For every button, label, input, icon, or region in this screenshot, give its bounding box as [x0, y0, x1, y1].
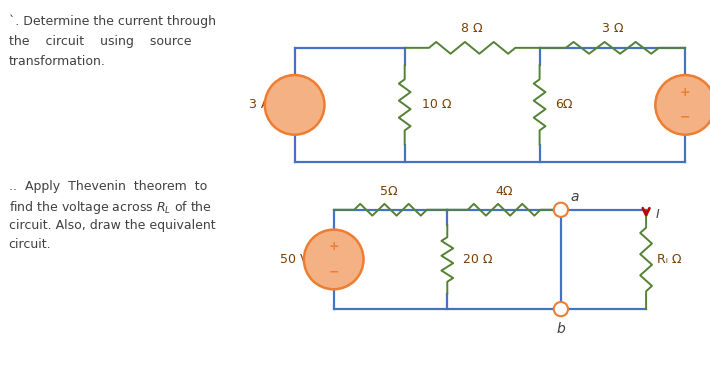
Text: 4Ω: 4Ω: [496, 185, 513, 198]
Text: 3 Ω: 3 Ω: [602, 22, 623, 35]
Text: circuit.: circuit.: [9, 238, 51, 251]
Text: ..  Apply  Thevenin  theorem  to: .. Apply Thevenin theorem to: [9, 180, 207, 193]
Text: 20 Ω: 20 Ω: [463, 253, 493, 266]
Text: Rₗ Ω: Rₗ Ω: [657, 253, 682, 266]
Text: 6Ω: 6Ω: [555, 98, 573, 112]
Text: b: b: [557, 322, 565, 336]
Text: −: −: [680, 111, 690, 124]
Ellipse shape: [554, 302, 568, 316]
Ellipse shape: [304, 230, 364, 289]
Text: 5Ω: 5Ω: [381, 185, 398, 198]
Text: a: a: [570, 190, 579, 204]
Text: 50 V: 50 V: [280, 253, 309, 266]
Text: transformation.: transformation.: [9, 55, 105, 68]
Ellipse shape: [655, 75, 710, 135]
Text: 15 V: 15 V: [694, 98, 710, 112]
Text: $I$: $I$: [655, 208, 660, 221]
Text: find the voltage across $R_L$ of the: find the voltage across $R_L$ of the: [9, 199, 212, 216]
Text: 3 A: 3 A: [249, 98, 270, 112]
Text: +: +: [329, 240, 339, 254]
Text: `. Determine the current through: `. Determine the current through: [9, 15, 216, 28]
Text: −: −: [329, 265, 339, 279]
Ellipse shape: [554, 203, 568, 217]
Text: 8 Ω: 8 Ω: [462, 22, 483, 35]
Text: circuit. Also, draw the equivalent: circuit. Also, draw the equivalent: [9, 219, 215, 231]
Text: 10 Ω: 10 Ω: [422, 98, 452, 112]
Ellipse shape: [265, 75, 324, 135]
Text: +: +: [680, 86, 690, 99]
Text: the    circuit    using    source: the circuit using source: [9, 35, 191, 48]
